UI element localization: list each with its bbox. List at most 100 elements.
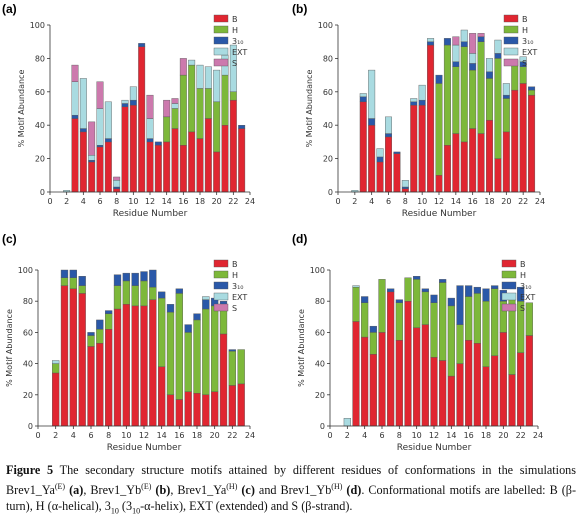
x-axis-label: Residue Number bbox=[113, 209, 188, 219]
bar-segment-310 bbox=[149, 269, 157, 288]
bar-segment-ext bbox=[71, 81, 79, 116]
bar-segment-310 bbox=[175, 288, 183, 294]
legend-swatch bbox=[501, 303, 517, 312]
legend-label: 3₁₀ bbox=[522, 37, 534, 46]
bar-segment-310 bbox=[486, 71, 493, 79]
bar-segment-b bbox=[71, 118, 79, 193]
bar-segment-310 bbox=[376, 156, 384, 163]
legend-swatch bbox=[213, 47, 229, 56]
bar-segment-ext bbox=[352, 285, 360, 288]
y-tick-label: 20 bbox=[35, 155, 45, 164]
legend-swatch bbox=[213, 270, 229, 279]
y-tick-label: 60 bbox=[315, 328, 325, 337]
legend-swatch bbox=[501, 281, 517, 290]
y-tick-label: 60 bbox=[323, 88, 333, 97]
caption-text: . Conformational motifs are labelled: B … bbox=[6, 482, 577, 514]
bar-segment-b bbox=[122, 304, 130, 427]
bar-segment-b bbox=[69, 288, 77, 427]
bar-segment-b bbox=[519, 83, 527, 193]
x-tick-label: 2 bbox=[352, 197, 357, 206]
bar-segment-ext bbox=[452, 44, 460, 62]
bar-segment-ext bbox=[368, 69, 376, 119]
legend-swatch bbox=[213, 36, 229, 45]
y-tick-label: 80 bbox=[35, 54, 45, 63]
x-tick-label: 20 bbox=[501, 197, 511, 206]
bar-segment-b bbox=[113, 188, 121, 193]
x-tick-label: 8 bbox=[397, 431, 402, 440]
bar-segment-b bbox=[237, 383, 245, 427]
bar-segment-b bbox=[387, 291, 395, 427]
x-tick-label: 0 bbox=[335, 197, 340, 206]
bar-segment-h bbox=[352, 286, 360, 322]
bar-segment-310 bbox=[502, 94, 510, 99]
bar-segment-b bbox=[154, 145, 162, 193]
bar-segment-b bbox=[528, 94, 536, 193]
bar-segment-310 bbox=[473, 286, 481, 294]
bar-segment-310 bbox=[435, 74, 443, 84]
bar-segment-b bbox=[175, 399, 183, 427]
figure-caption: Figure 5 The secondary structure motifs … bbox=[6, 462, 576, 520]
bar-segment-310 bbox=[121, 103, 129, 108]
x-tick-label: 10 bbox=[121, 431, 131, 440]
bar-segment-b bbox=[447, 375, 455, 427]
bar-segment-h bbox=[439, 282, 447, 361]
caption-text: -α-helix), EXT (extended) and S (β-stran… bbox=[140, 499, 353, 514]
bar-segment-h bbox=[60, 277, 69, 286]
bar-segment-h bbox=[228, 350, 236, 386]
legend-label: EXT bbox=[232, 293, 247, 302]
bar-segment-310 bbox=[359, 96, 367, 103]
bar-segment-b bbox=[393, 153, 401, 193]
bar-segment-b bbox=[228, 385, 236, 427]
bar-segment-310 bbox=[517, 286, 525, 302]
bar-segment-ext bbox=[427, 38, 435, 42]
bar-segment-ext bbox=[401, 180, 409, 188]
y-axis-label: % Motif Abundance bbox=[5, 309, 14, 387]
bar-segment-h bbox=[229, 91, 237, 101]
bar-segment-h bbox=[491, 288, 499, 357]
bar-segment-s bbox=[146, 94, 154, 119]
bar-segment-310 bbox=[238, 124, 246, 129]
x-tick-label: 16 bbox=[178, 197, 188, 206]
legend-label: 3₁₀ bbox=[520, 282, 532, 291]
bar-segment-b bbox=[361, 336, 369, 427]
bar-segment-h bbox=[78, 285, 86, 294]
bar-segment-ext bbox=[202, 296, 210, 300]
y-tick-label: 0 bbox=[328, 188, 333, 197]
bar-segment-b bbox=[491, 355, 499, 427]
bar-segment-b bbox=[78, 293, 86, 427]
bar-segment-h bbox=[477, 41, 485, 134]
bar-segment-b bbox=[395, 339, 403, 427]
bar-segment-b bbox=[188, 131, 196, 193]
bar-segment-b bbox=[96, 146, 104, 193]
bar-segment-h bbox=[460, 46, 468, 143]
x-tick-label: 16 bbox=[464, 431, 474, 440]
bar-segment-310 bbox=[418, 99, 426, 106]
y-axis-label: % Motif Abundance bbox=[17, 70, 26, 148]
legend-label: B bbox=[522, 15, 528, 24]
bar-segment-310 bbox=[528, 86, 536, 91]
bar-segment-h bbox=[196, 88, 204, 139]
bar-segment-h bbox=[171, 108, 179, 129]
x-tick-label: 18 bbox=[481, 431, 491, 440]
bar-segment-h bbox=[494, 58, 502, 159]
y-tick-label: 40 bbox=[23, 360, 33, 369]
x-tick-label: 20 bbox=[498, 431, 508, 440]
x-tick-label: 12 bbox=[434, 197, 444, 206]
bar-segment-b bbox=[113, 308, 122, 427]
legend-label: S bbox=[522, 59, 527, 68]
bar-segment-b bbox=[517, 352, 525, 427]
bar-segment-310 bbox=[78, 276, 86, 286]
bar-segment-h bbox=[188, 64, 196, 133]
bar-segment-s bbox=[452, 36, 460, 46]
bar-segment-b bbox=[60, 285, 69, 427]
caption-sub: 10 bbox=[132, 506, 141, 516]
bar-segment-ext bbox=[486, 58, 493, 72]
bar-segment-s bbox=[88, 121, 96, 156]
x-tick-label: 14 bbox=[157, 431, 167, 440]
panel-label: (c) bbox=[2, 232, 17, 246]
caption-sup: (E) bbox=[141, 481, 152, 491]
bar-segment-h bbox=[213, 101, 221, 153]
bar-segment-h bbox=[456, 324, 464, 364]
y-tick-label: 80 bbox=[323, 54, 333, 63]
x-tick-label: 22 bbox=[516, 431, 526, 440]
